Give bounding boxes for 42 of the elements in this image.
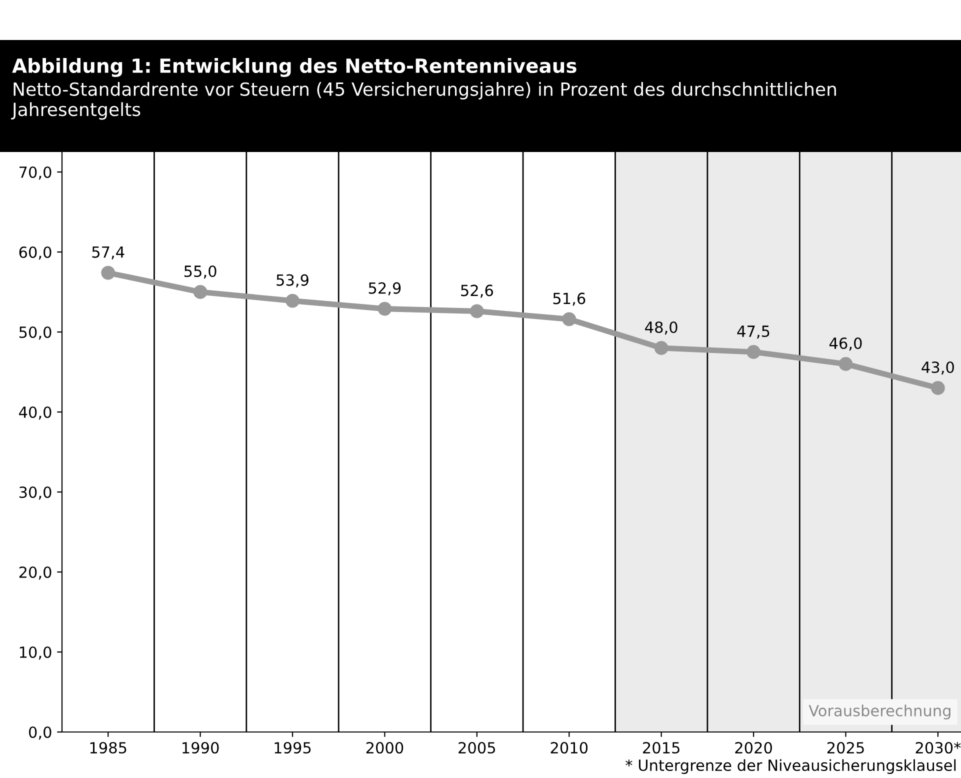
x-tick-label: 1985 (90, 742, 126, 754)
x-tick-label: 2000 (366, 742, 404, 754)
data-label: 47,5 (737, 326, 770, 339)
band-label: Vorausberechnung (808, 704, 950, 720)
chart-subtitle: Netto-Standardrente vor Steuern (45 Versicherungsjahre) in Prozent des durchschnittlichen Jahresentgelts (11, 82, 836, 120)
x-tick-label: 2010 (550, 742, 588, 754)
point (286, 294, 300, 308)
data-label: 46,0 (829, 337, 862, 351)
data-label: 52,6 (461, 284, 493, 298)
y-tick-label: 20,0 (19, 566, 52, 580)
x-tick-label: 2025 (827, 742, 864, 754)
data-label: 53,9 (276, 274, 308, 288)
chart-title: Abbildung 1: Entwicklung des Netto-Rentenniveaus (12, 58, 576, 77)
point (654, 341, 668, 355)
point (193, 285, 208, 299)
text: * Untergrenze der Niveausicherungsklausel (626, 759, 956, 774)
point (378, 302, 392, 316)
x-tick-label: 2020 (735, 742, 772, 754)
data-label: 57,4 (92, 246, 124, 260)
data-label: 43,0 (922, 361, 954, 375)
y-tick-label: 0,0 (28, 726, 52, 740)
x-tick-label: 2005 (458, 742, 496, 754)
y-tick-label: 10,0 (20, 646, 52, 660)
data-label: 48,0 (645, 321, 678, 335)
x-tick-label: 1990 (182, 742, 219, 754)
y-tick-label: 70,0 (20, 166, 52, 180)
point (562, 312, 576, 326)
point (931, 381, 945, 395)
data-label: 52,9 (368, 282, 401, 296)
y-tick-label: 60,0 (19, 246, 52, 260)
point (470, 304, 484, 318)
y-tick-label: 30,0 (19, 486, 52, 500)
y-tick-label: 50,0 (19, 326, 52, 340)
x-tick-label: 2030* (916, 742, 961, 754)
point (101, 266, 116, 280)
data-label: 51,6 (553, 292, 586, 306)
x-tick-label: 2015 (643, 742, 680, 754)
y-tick-label: 40,0 (19, 406, 52, 420)
x-tick-label: 1995 (274, 742, 311, 754)
data-label: 55,0 (184, 265, 216, 279)
point (746, 345, 760, 359)
point (838, 357, 853, 371)
